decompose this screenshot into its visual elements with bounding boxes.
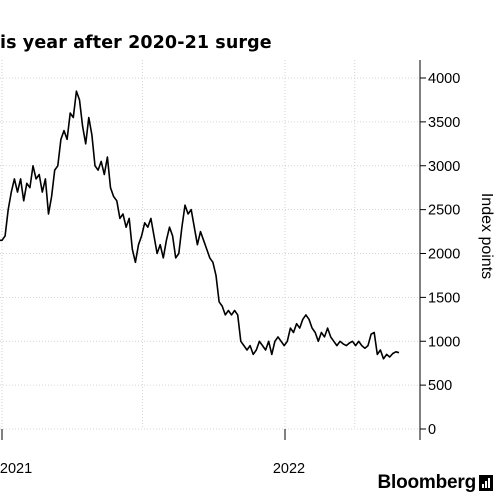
y-tick-label-1500: 1500	[428, 290, 460, 306]
bloomberg-terminal-mark-icon	[479, 475, 493, 491]
y-tick-label-3000: 3000	[428, 159, 460, 175]
brand-label: Bloomberg	[377, 472, 477, 493]
y-tick-label-3500: 3500	[428, 115, 460, 131]
bloomberg-watermark: Bloomberg	[378, 472, 493, 494]
y-tick-label-500: 500	[428, 378, 452, 394]
chart-title: is year after 2020-21 surge	[0, 33, 272, 53]
gridlines	[0, 60, 420, 430]
y-tick-label-2500: 2500	[428, 203, 460, 219]
y-tick-label-0: 0	[428, 422, 436, 438]
y-tick-label-1000: 1000	[428, 334, 460, 350]
y-tick-label-2000: 2000	[428, 247, 460, 263]
x-axis: 2021 2022	[0, 429, 305, 477]
y-axis-label: Index points	[478, 193, 495, 279]
y-tick-label-4000: 4000	[428, 71, 460, 87]
series-line-index	[0, 90, 400, 360]
x-tick-label-2021: 2021	[0, 461, 32, 477]
y-axis: 0 500 1000 1500 2000 2500 3000 3500 4000	[419, 60, 460, 440]
x-tick-label-2022: 2022	[273, 461, 305, 477]
